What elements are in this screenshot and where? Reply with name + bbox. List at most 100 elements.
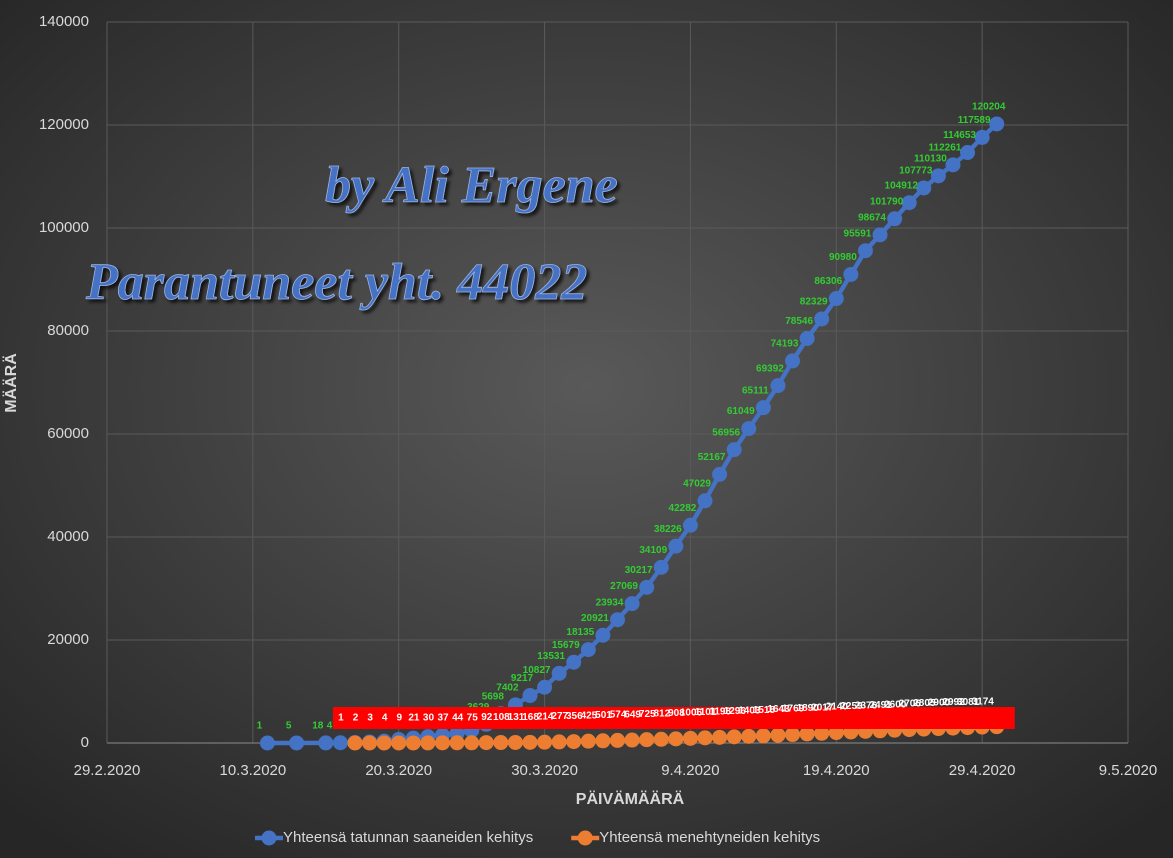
legend-label: Yhteensä menehtyneiden kehitys: [599, 829, 820, 846]
data-label: 3: [367, 713, 373, 724]
legend-marker: [261, 830, 277, 846]
data-label: 356: [566, 711, 583, 722]
data-label: 2376: [855, 700, 878, 711]
point: [566, 654, 582, 670]
x-tick-label: 9.4.2020: [661, 762, 719, 779]
point: [668, 731, 684, 747]
data-label: 21: [408, 713, 420, 724]
data-label: 2992: [942, 697, 965, 708]
data-label: 1296: [724, 706, 747, 717]
data-label: 2706: [899, 699, 922, 710]
x-tick-label: 29.4.2020: [949, 762, 1016, 779]
data-label: 1518: [753, 705, 776, 716]
point: [289, 735, 305, 751]
data-label: 117589: [958, 115, 991, 126]
data-label: 112261: [929, 142, 962, 153]
point: [828, 291, 844, 307]
point: [347, 735, 363, 751]
point: [682, 517, 698, 533]
data-label: 168: [522, 712, 539, 723]
point: [814, 311, 830, 327]
data-label: 92: [481, 712, 493, 723]
point: [624, 596, 640, 612]
point: [318, 735, 334, 751]
y-tick-label: 60000: [47, 425, 89, 442]
data-label: 37: [437, 712, 449, 723]
y-tick-label: 100000: [39, 219, 89, 236]
point: [770, 727, 786, 743]
data-label: 1890: [797, 703, 820, 714]
y-tick-label: 120000: [39, 116, 89, 133]
point: [522, 688, 538, 704]
y-tick-label: 20000: [47, 631, 89, 648]
data-label: 649: [624, 709, 641, 720]
data-label: 108: [493, 712, 510, 723]
point: [930, 168, 946, 184]
x-tick-label: 20.3.2020: [365, 762, 432, 779]
point: [668, 538, 684, 554]
data-label: 1403: [738, 705, 761, 716]
data-label: 277: [551, 711, 568, 722]
data-label: 30: [423, 712, 435, 723]
point: [712, 729, 728, 745]
data-label: 20921: [581, 613, 609, 624]
point: [639, 732, 655, 748]
point: [434, 735, 450, 751]
point: [901, 195, 917, 211]
data-label: 1: [257, 721, 263, 732]
point: [595, 733, 611, 749]
point: [405, 735, 421, 751]
point: [785, 727, 801, 743]
point: [814, 725, 830, 741]
data-label: 90980: [829, 252, 857, 263]
data-label: 501: [595, 710, 612, 721]
data-label: 10827: [523, 665, 551, 676]
point: [420, 735, 436, 751]
data-label: 2491: [870, 700, 893, 711]
data-label: 5: [286, 721, 292, 732]
point: [887, 211, 903, 227]
data-label: 18135: [566, 627, 594, 638]
data-label: 38226: [654, 524, 682, 535]
point: [391, 735, 407, 751]
data-label: 56956: [712, 427, 740, 438]
point: [726, 729, 742, 745]
data-label: 75: [467, 712, 479, 723]
data-label: 7402: [496, 683, 519, 694]
y-tick-label: 40000: [47, 528, 89, 545]
data-label: 44: [452, 712, 464, 723]
data-label: 110130: [914, 153, 947, 164]
y-tick-label: 140000: [39, 13, 89, 30]
data-label: 47029: [683, 478, 711, 489]
x-tick-label: 19.4.2020: [803, 762, 870, 779]
data-label: 2900: [928, 698, 951, 709]
point: [464, 735, 480, 751]
legend-item: Yhteensä menehtyneiden kehitys: [571, 829, 820, 846]
point: [960, 145, 976, 161]
point: [639, 579, 655, 595]
plot: 0 20000 40000 60000 80000 100000 120000 140000 2…: [39, 13, 1157, 779]
data-label: 725: [639, 709, 656, 720]
data-label: 120204: [972, 102, 1006, 113]
x-tick-label: 10.3.2020: [219, 762, 286, 779]
data-label-box: [332, 706, 1015, 729]
point: [770, 378, 786, 394]
data-label: 78546: [785, 316, 813, 327]
data-label: 214: [537, 712, 554, 723]
point: [872, 227, 888, 243]
point: [799, 330, 815, 346]
data-label: 74193: [771, 339, 799, 350]
data-label: 1198: [709, 706, 731, 717]
data-label: 82329: [800, 297, 828, 308]
x-tick-label: 30.3.2020: [511, 762, 578, 779]
data-label: 18: [312, 721, 324, 732]
data-label: 9217: [511, 673, 534, 684]
point: [551, 665, 567, 681]
point: [580, 642, 596, 658]
point: [551, 734, 567, 750]
x-tick-label: 9.5.2020: [1099, 762, 1157, 779]
data-label: 27069: [610, 581, 638, 592]
data-label: 9: [397, 713, 403, 724]
data-label: 101790: [870, 196, 904, 207]
